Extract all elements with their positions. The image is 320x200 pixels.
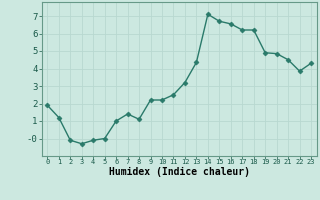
X-axis label: Humidex (Indice chaleur): Humidex (Indice chaleur) — [109, 167, 250, 177]
